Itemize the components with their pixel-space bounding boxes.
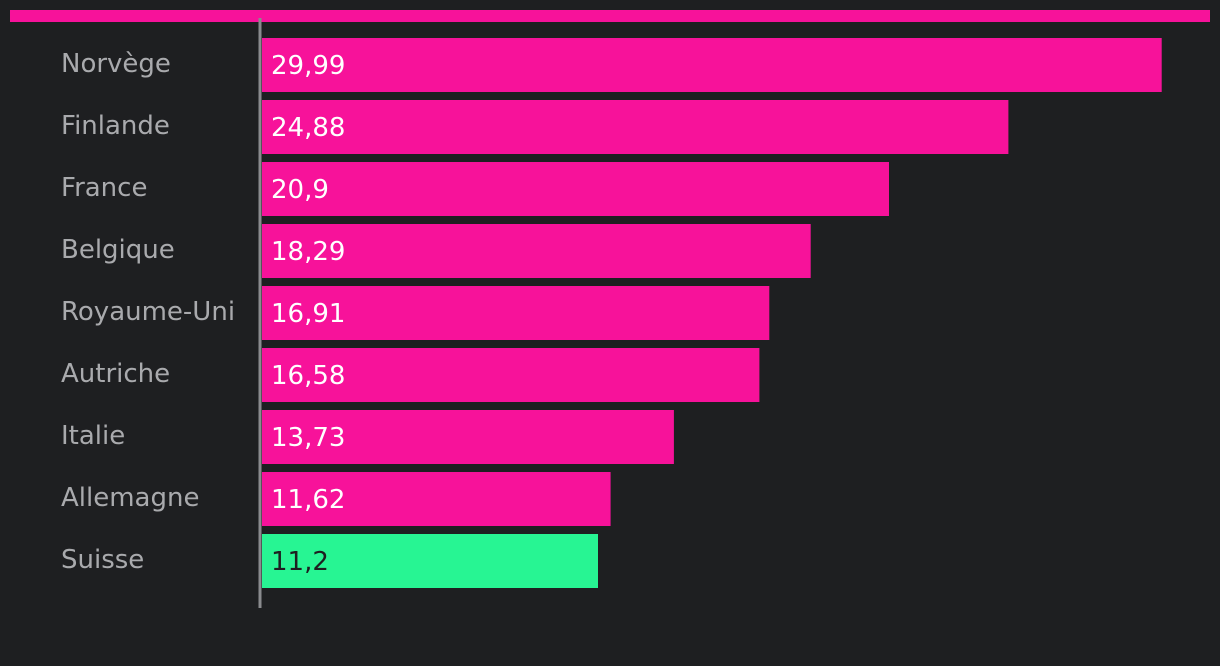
value-label-allemagne: 11,62 bbox=[271, 485, 345, 515]
bar-royaume-uni bbox=[262, 286, 770, 340]
bar-italie bbox=[262, 410, 674, 464]
bar-suisse bbox=[262, 534, 598, 588]
value-label-belgique: 18,29 bbox=[271, 237, 345, 267]
bar-autriche bbox=[262, 348, 760, 402]
bar-allemagne bbox=[262, 472, 611, 526]
category-label-allemagne: Allemagne bbox=[61, 483, 199, 513]
value-label-royaume-uni: 16,91 bbox=[271, 299, 345, 329]
value-label-norvege: 29,99 bbox=[271, 51, 345, 81]
bar-finlande bbox=[262, 100, 1009, 154]
category-label-royaume-uni: Royaume-Uni bbox=[61, 297, 235, 327]
bar-belgique bbox=[262, 224, 811, 278]
category-label-france: France bbox=[61, 173, 147, 203]
category-label-belgique: Belgique bbox=[61, 235, 175, 265]
category-label-italie: Italie bbox=[61, 421, 125, 451]
value-label-france: 20,9 bbox=[271, 175, 329, 205]
category-label-autriche: Autriche bbox=[61, 359, 170, 389]
category-label-norvege: Norvège bbox=[61, 49, 171, 79]
bar-norvege bbox=[262, 38, 1162, 92]
bar-france bbox=[262, 162, 889, 216]
top-accent-rule bbox=[10, 10, 1210, 22]
value-label-finlande: 24,88 bbox=[271, 113, 345, 143]
category-label-suisse: Suisse bbox=[61, 545, 144, 575]
value-label-suisse: 11,2 bbox=[271, 547, 329, 577]
category-label-finlande: Finlande bbox=[61, 111, 170, 141]
value-label-autriche: 16,58 bbox=[271, 361, 345, 391]
value-label-italie: 13,73 bbox=[271, 423, 345, 453]
